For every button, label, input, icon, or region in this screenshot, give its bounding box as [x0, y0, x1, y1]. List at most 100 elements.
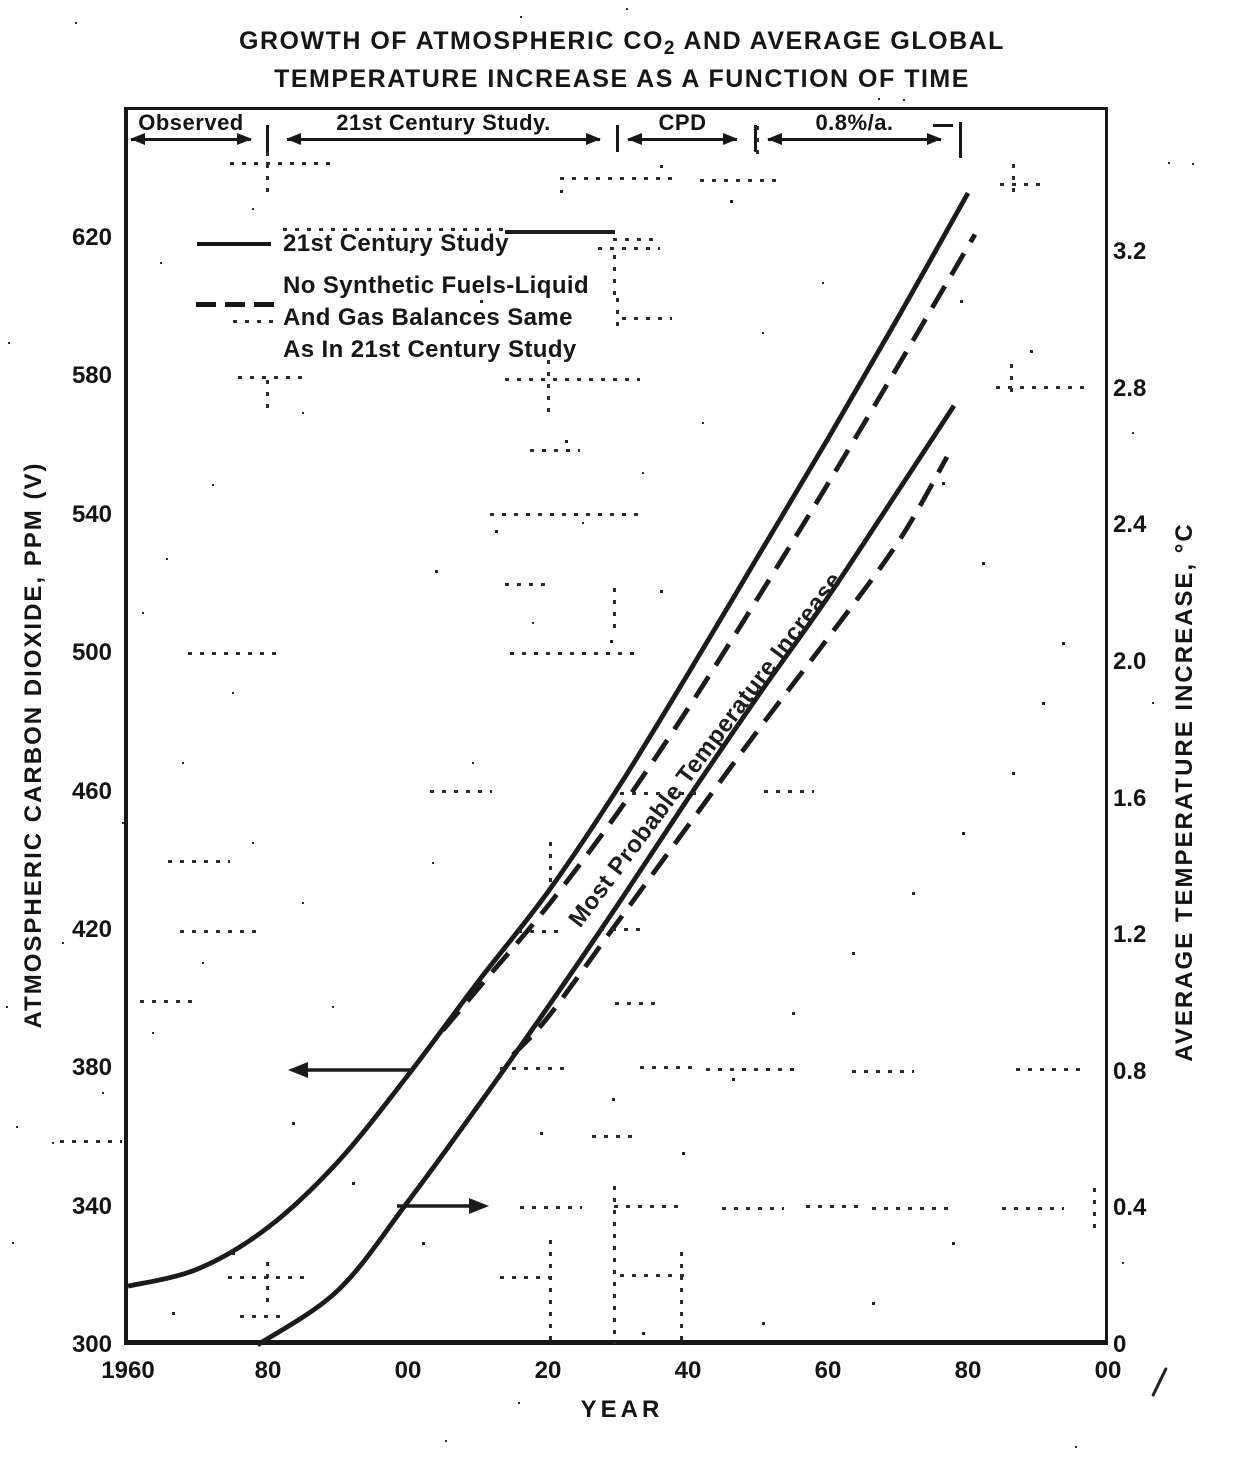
scan-artifact — [168, 860, 230, 863]
y-axis-left-title: ATMOSPHERIC CARBON DIOXIDE, PPM (V) — [20, 461, 47, 1029]
scan-artifact — [613, 588, 616, 634]
tick-label: 0.4 — [1113, 1194, 1147, 1222]
period-range-observed — [130, 133, 252, 145]
chart-title-line1: GROWTH OF ATMOSPHERIC CO2 AND AVERAGE GL… — [239, 27, 1005, 59]
tick-label: 500 — [71, 639, 112, 667]
scan-artifact — [228, 1276, 312, 1279]
scan-artifact — [640, 1066, 696, 1069]
scan-artifact — [592, 1135, 638, 1138]
period-range-21st-century-study — [286, 133, 601, 145]
scan-artifact — [490, 513, 640, 516]
scan-artifact — [60, 1140, 122, 1143]
scan-artifact — [240, 1315, 280, 1318]
scan-speckles — [0, 0, 3, 3]
tick-label: 300 — [71, 1331, 112, 1358]
scan-artifact — [530, 449, 580, 452]
period-label-observed: Observed — [138, 110, 244, 135]
scan-artifact — [238, 376, 304, 379]
scan-artifact — [180, 930, 260, 933]
co2-subscript: 2 — [663, 38, 676, 59]
tick-label: 0 — [1113, 1331, 1127, 1358]
tick-label: 80 — [954, 1357, 982, 1384]
y-axis-right-title: AVERAGE TEMPERATURE INCREASE, °C — [1171, 522, 1198, 1062]
legend-label-21st-century-study: 21st Century Study — [283, 230, 509, 257]
scan-artifact — [510, 652, 640, 655]
tick-label: 1.2 — [1113, 921, 1147, 949]
scan-artifact — [1000, 183, 1040, 186]
tick-label: 460 — [71, 777, 112, 805]
scan-artifact — [230, 162, 330, 165]
tick-label: 3.2 — [1113, 238, 1147, 265]
scan-artifact — [872, 1207, 954, 1210]
scan-artifact — [188, 652, 284, 655]
scan-artifact — [1002, 1207, 1064, 1210]
scan-artifact — [613, 255, 616, 303]
scan-artifact — [616, 298, 619, 332]
period-end-dash — [933, 124, 953, 127]
period-label-cpd: CPD — [658, 110, 707, 135]
period-divider — [754, 125, 757, 152]
scan-artifact — [518, 930, 564, 933]
legend-label-no-synfuels-line1: No Synthetic Fuels-Liquid — [283, 272, 590, 299]
scan-artifact — [283, 228, 508, 231]
scan-artifact — [266, 380, 269, 416]
period-label-0.8-percent-per-annum: 0.8%/a. — [815, 110, 894, 135]
scan-artifact — [1010, 364, 1013, 394]
tick-label: 620 — [71, 224, 112, 251]
tick-label: 00 — [1094, 1357, 1122, 1384]
scan-artifact — [266, 152, 269, 198]
scan-artifact — [549, 1240, 552, 1346]
pen-mark — [1151, 1366, 1168, 1398]
period-range-0.8-percent-per-annum — [767, 133, 942, 145]
scan-artifact — [620, 1274, 692, 1277]
tick-label: 1.6 — [1113, 784, 1147, 812]
tick-label: 80 — [254, 1357, 282, 1384]
chart-title: GROWTH OF ATMOSPHERIC CO2 AND AVERAGE GL… — [0, 26, 1240, 94]
legend-dashed-line-sample — [196, 302, 274, 307]
scan-artifact — [600, 928, 640, 931]
period-label-21st-century-study: 21st Century Study. — [336, 110, 551, 135]
scan-artifact — [615, 1002, 655, 1005]
tick-label: 380 — [71, 1054, 112, 1082]
scan-artifact — [505, 583, 545, 586]
tick-label: 0.8 — [1113, 1057, 1147, 1085]
period-end-tick — [959, 122, 962, 158]
scan-artifact — [700, 179, 780, 182]
chart-title-line2: TEMPERATURE INCREASE AS A FUNCTION OF TI… — [274, 65, 970, 93]
scan-artifact — [756, 126, 759, 162]
scan-artifact — [500, 1276, 560, 1279]
tick-label: 340 — [71, 1192, 112, 1220]
tick-label: 540 — [71, 500, 112, 528]
scan-artifact — [764, 790, 814, 793]
tick-label: 1960 — [101, 1357, 155, 1384]
scan-artifact — [547, 360, 550, 416]
scan-artifact — [266, 1262, 269, 1306]
scan-artifact — [996, 386, 1092, 389]
tick-label: 2.4 — [1113, 511, 1147, 539]
scan-artifact — [620, 792, 700, 795]
scan-artifact — [622, 317, 672, 320]
tick-label: 20 — [534, 1357, 562, 1384]
scan-artifact — [430, 790, 492, 793]
scan-artifact — [722, 1207, 784, 1210]
scan-artifact — [233, 320, 273, 323]
scan-artifact — [706, 1068, 796, 1071]
period-divider — [616, 125, 619, 152]
tick-label: 00 — [394, 1357, 422, 1384]
period-range-cpd — [627, 133, 738, 145]
scan-artifact — [1012, 164, 1015, 200]
scan-artifact — [140, 1000, 196, 1003]
legend-extension-line — [505, 230, 615, 234]
scan-artifact — [1093, 1188, 1096, 1234]
scan-artifact — [549, 842, 552, 882]
scan-artifact — [505, 378, 640, 381]
plot-area — [124, 107, 1108, 1345]
scan-artifact — [613, 1186, 616, 1344]
tick-label: 580 — [71, 362, 112, 390]
tick-label: 2.8 — [1113, 374, 1147, 402]
x-axis-title: YEAR — [580, 1396, 664, 1423]
scan-artifact — [614, 1205, 686, 1208]
tick-label: 60 — [814, 1357, 842, 1384]
scan-artifact — [560, 177, 680, 180]
scan-artifact — [520, 1206, 582, 1209]
